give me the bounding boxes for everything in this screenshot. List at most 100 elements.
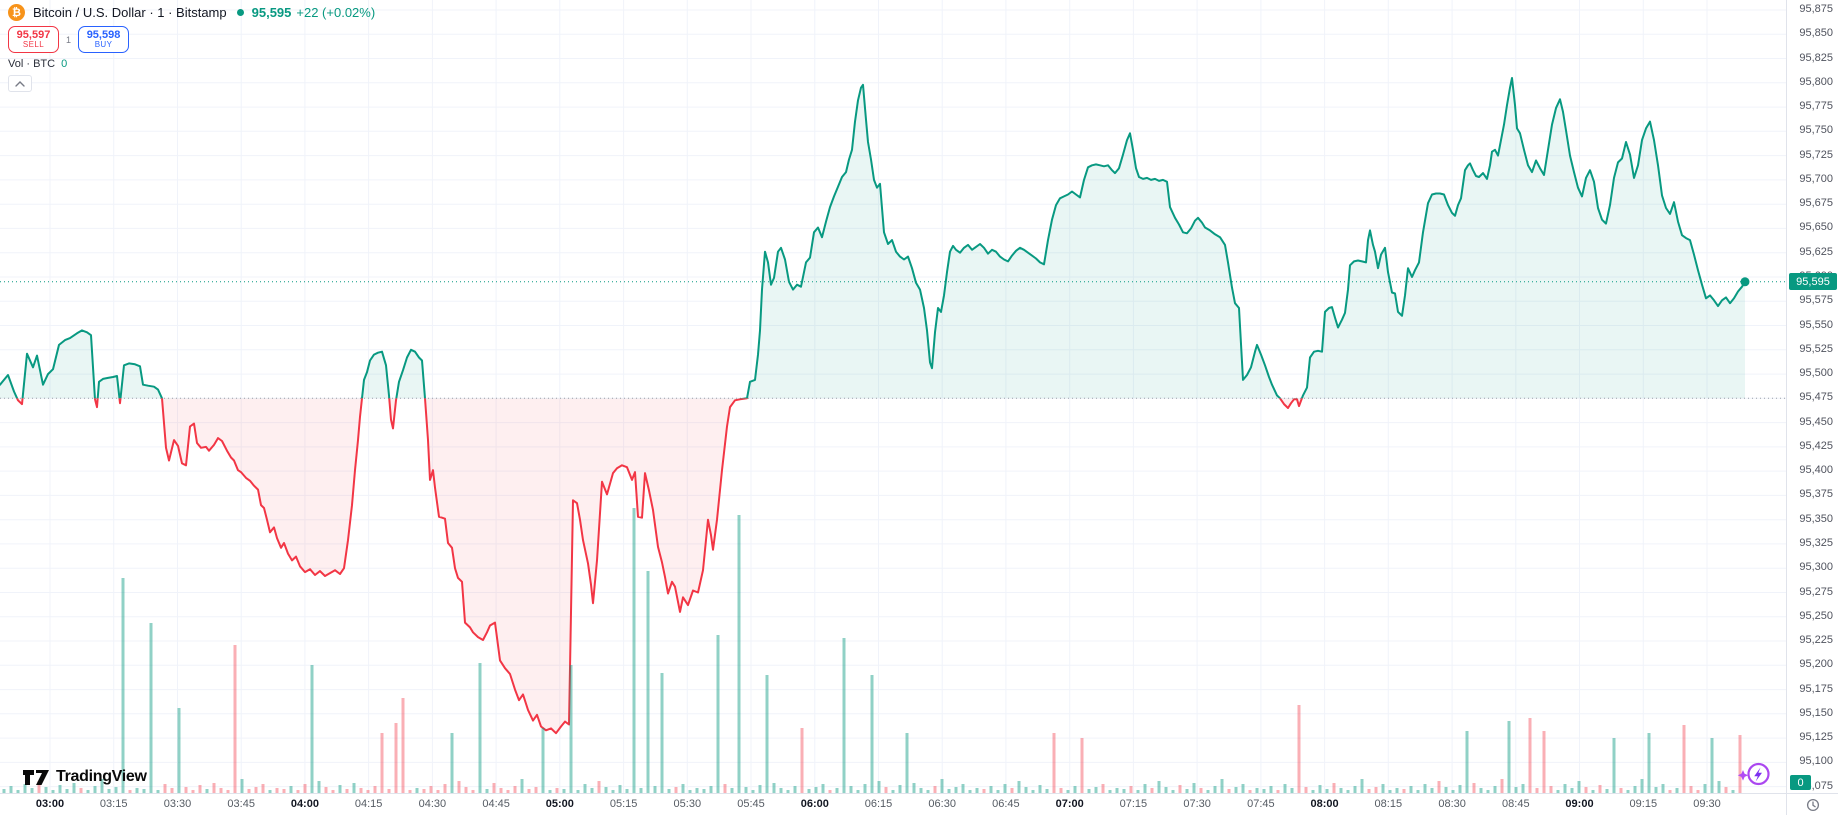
time-axis[interactable]: 03:00 03:15 03:30 03:45 04:00 04:15 04:30 04:45… (0, 793, 1786, 815)
time-tick-label: 04:45 (482, 798, 510, 810)
volume-bar (65, 789, 69, 793)
volume-bar (1213, 786, 1217, 793)
volume-bar (1507, 721, 1511, 793)
volume-bar (1129, 786, 1133, 793)
volume-bar (247, 789, 251, 793)
volume-bar (1164, 787, 1168, 793)
price-axis[interactable]: 95,595 0 95,875 95,850 95,825 95,800 95,775 9… (1786, 0, 1838, 793)
volume-bar (1521, 784, 1525, 793)
volume-bar (653, 786, 657, 793)
volume-bar (345, 789, 349, 793)
volume-bar (219, 788, 223, 793)
volume-bar (1374, 787, 1378, 793)
volume-bar (1654, 787, 1658, 793)
volume-bar (590, 788, 594, 793)
time-tick-label: 08:45 (1502, 798, 1530, 810)
volume-bar (2, 789, 6, 793)
buy-button[interactable]: 95,598 BUY (78, 26, 130, 53)
volume-bar (72, 783, 76, 793)
price-tick-label: 95,500 (1799, 367, 1833, 380)
volume-bar (1311, 790, 1315, 793)
price-tick-label: 95,625 (1799, 245, 1833, 258)
chevron-up-icon (15, 80, 25, 87)
volume-bar (338, 785, 342, 793)
volume-bar (1542, 731, 1546, 793)
bitcoin-icon: ₿ (8, 4, 25, 21)
collapse-pane-button[interactable] (8, 75, 32, 92)
volume-bar (499, 788, 503, 793)
price-tick-label: 95,525 (1799, 342, 1833, 355)
volume-bar (1395, 788, 1399, 793)
volume-bar (9, 786, 13, 793)
price-tick-label: 95,425 (1799, 439, 1833, 452)
tradingview-logo[interactable]: TradingView (22, 768, 147, 786)
volume-bar (1731, 790, 1735, 793)
volume-bar (1010, 788, 1014, 793)
volume-bar (1640, 779, 1644, 793)
volume-bar (79, 788, 83, 793)
price-tick-label: 95,225 (1799, 634, 1833, 646)
price-tick-label: 95,750 (1799, 124, 1833, 137)
volume-bar (695, 788, 699, 793)
volume-bar (891, 790, 895, 793)
volume-bar (1605, 789, 1609, 793)
volume-bar (856, 790, 860, 793)
volume-indicator-row[interactable]: Vol · BTC 0 (8, 58, 375, 70)
time-tick-label: 08:00 (1310, 798, 1339, 810)
clock-icon[interactable] (1806, 798, 1820, 812)
volume-bar (849, 786, 853, 793)
volume-bar (793, 786, 797, 793)
volume-bar (1045, 789, 1049, 793)
volume-bar (226, 790, 230, 793)
volume-bar (471, 790, 475, 793)
market-open-dot-icon[interactable] (236, 9, 244, 16)
price-tick-label: 95,275 (1799, 585, 1833, 598)
time-tick-label: 03:00 (35, 798, 65, 810)
volume-bar (1738, 735, 1742, 793)
volume-bar (1626, 790, 1630, 793)
volume-bar (1248, 790, 1252, 793)
volume-bar (359, 788, 363, 793)
volume-bar (905, 733, 909, 793)
volume-bar (1346, 790, 1350, 793)
volume-bar (1647, 733, 1651, 793)
volume-bar (814, 787, 818, 793)
volume-bar (681, 784, 685, 793)
volume-bar (513, 786, 517, 793)
price-line-up (0, 77, 1746, 399)
chart-legend: ₿ Bitcoin / U.S. Dollar · 1 · Bitstamp 9… (8, 4, 375, 92)
volume-bar (1297, 705, 1301, 793)
volume-bar (520, 779, 524, 793)
last-price: 95,595 (251, 5, 292, 20)
symbol-title[interactable]: Bitcoin / U.S. Dollar · 1 · Bitstamp (33, 5, 227, 20)
volume-bar (254, 787, 258, 793)
volume-bar (1661, 784, 1665, 793)
volume-bar (989, 786, 993, 793)
chart-canvas[interactable]: ₿ Bitcoin / U.S. Dollar · 1 · Bitstamp 9… (0, 0, 1786, 793)
volume-bar (1269, 786, 1273, 793)
volume-bar (779, 788, 783, 793)
price-tick-label: 95,400 (1799, 464, 1833, 477)
volume-bar (1472, 783, 1476, 793)
buy-price: 95,598 (86, 28, 121, 41)
time-tick-label: 05:45 (737, 798, 765, 810)
lightning-circle-icon (1737, 762, 1770, 786)
sell-button[interactable]: 95,597 SELL (8, 26, 59, 53)
time-tick-label: 08:30 (1438, 798, 1466, 810)
volume-bar (772, 783, 776, 793)
time-tick-label: 09:15 (1629, 798, 1658, 810)
volume-bar (422, 789, 426, 793)
time-tick-label: 03:30 (163, 798, 192, 810)
volume-bar (107, 789, 111, 793)
volume-bar (618, 785, 622, 793)
volume-bar (394, 723, 398, 793)
volume-bar (884, 787, 888, 793)
price-tick-label: 95,825 (1799, 51, 1833, 64)
volume-bar (58, 785, 62, 793)
volume-indicator-value: 0 (61, 58, 68, 70)
volume-bar (1192, 783, 1196, 793)
boost-button[interactable] (1736, 759, 1772, 793)
volume-bar (352, 783, 356, 793)
current-price-dot (1740, 277, 1750, 287)
volume-bar (443, 784, 447, 793)
